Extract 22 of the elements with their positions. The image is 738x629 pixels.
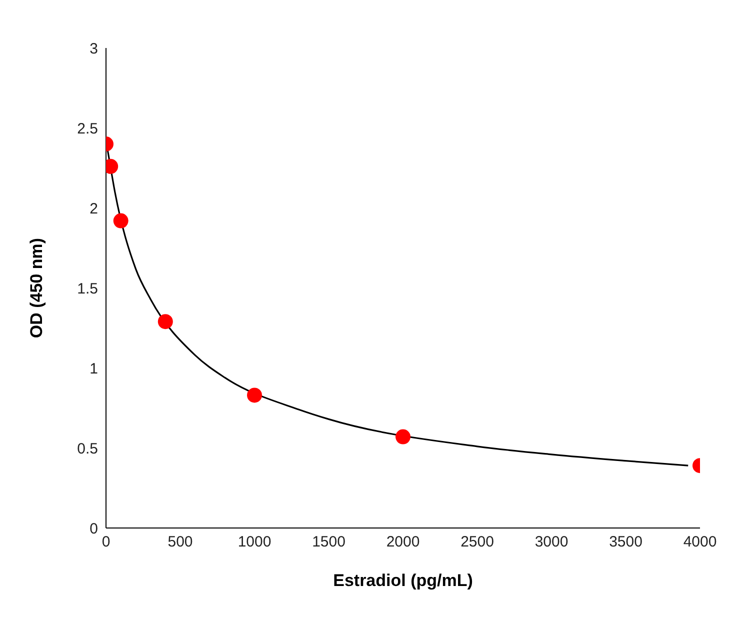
x-tick-label: 4000 — [683, 534, 717, 551]
y-tick-label: 1 — [90, 360, 98, 378]
x-tick-label: 500 — [168, 534, 193, 551]
x-tick-label: 1000 — [238, 534, 272, 551]
x-tick-label: 3500 — [609, 534, 642, 551]
y-tick-label: 3 — [90, 40, 98, 58]
y-axis-title: OD (450 nm) — [27, 238, 46, 338]
point — [158, 314, 173, 330]
y-tick-label: 0 — [90, 520, 98, 538]
point — [113, 213, 128, 228]
y-tick-label: 2.5 — [77, 120, 98, 138]
x-tick-label: 2500 — [460, 534, 494, 551]
y-tick-label: 2 — [90, 200, 98, 218]
x-tick-label: 2000 — [386, 534, 420, 551]
x-tick-label: 0 — [102, 534, 110, 551]
y-tick-label: 1.5 — [77, 280, 98, 298]
point — [396, 429, 410, 444]
point — [247, 388, 262, 403]
x-tick-label: 1500 — [312, 534, 346, 551]
y-tick-label: 0.5 — [77, 440, 98, 458]
x-axis-title: Estradiol (pg/mL) — [333, 571, 473, 590]
x-tick-label: 3000 — [534, 534, 568, 551]
